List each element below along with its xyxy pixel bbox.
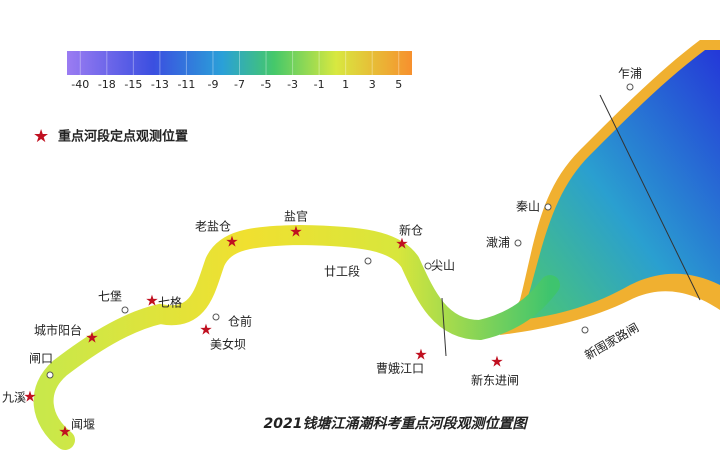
place-label: 美女坝 bbox=[210, 337, 246, 352]
bridge bbox=[441, 297, 447, 357]
place-label: 盐官 bbox=[284, 209, 308, 224]
place-label: 廿工段 bbox=[324, 264, 360, 279]
colorbar-tick-label: -15 bbox=[124, 78, 142, 91]
site-marker bbox=[364, 257, 372, 265]
place-label: 九溪 bbox=[2, 391, 26, 405]
colorbar-tick-label: -7 bbox=[234, 78, 245, 91]
star-marker: ★ bbox=[395, 235, 408, 253]
colorbar-tick-label: 5 bbox=[395, 78, 402, 91]
star-marker: ★ bbox=[58, 423, 71, 441]
colorbar-tick-label: -11 bbox=[177, 78, 195, 91]
place-label: 秦山 bbox=[516, 200, 540, 214]
star-marker: ★ bbox=[23, 388, 36, 406]
colorbar bbox=[67, 51, 412, 75]
legend-label: 重点河段定点观测位置 bbox=[58, 129, 188, 145]
legend-star: ★ bbox=[33, 126, 49, 147]
place-label: 新仓 bbox=[399, 223, 423, 238]
site-marker bbox=[544, 203, 552, 211]
site-marker bbox=[46, 371, 54, 379]
colorbar-tick-label: 3 bbox=[369, 78, 376, 91]
bay bbox=[520, 50, 720, 320]
place-label: 曹娥江口 bbox=[376, 362, 424, 376]
colorbar-tick-label: -18 bbox=[98, 78, 116, 91]
site-marker bbox=[424, 262, 432, 270]
star-marker: ★ bbox=[225, 233, 238, 251]
site-marker bbox=[514, 239, 522, 247]
place-label: 仓前 bbox=[228, 314, 252, 329]
colorbar-tick-label: -40 bbox=[71, 78, 89, 91]
place-label: 七堡 bbox=[98, 289, 122, 304]
river bbox=[33, 224, 560, 450]
site-marker bbox=[626, 83, 634, 91]
place-label: 新围家路闸 bbox=[582, 320, 641, 363]
place-label: 闸口 bbox=[29, 352, 53, 366]
place-label: 城市阳台 bbox=[34, 323, 82, 338]
colorbar-tick-label: -1 bbox=[314, 78, 325, 91]
site-marker bbox=[121, 306, 129, 314]
site-marker bbox=[581, 326, 589, 334]
star-marker: ★ bbox=[145, 292, 158, 310]
place-label: 新东进闸 bbox=[471, 373, 519, 388]
star-marker: ★ bbox=[414, 346, 427, 364]
star-marker: ★ bbox=[289, 223, 302, 241]
star-marker: ★ bbox=[490, 353, 503, 371]
colorbar-tick-label: -5 bbox=[261, 78, 272, 91]
colorbar-tick-label: -3 bbox=[287, 78, 298, 91]
star-marker: ★ bbox=[85, 329, 98, 347]
place-label: 七格 bbox=[158, 295, 182, 310]
place-label: 尖山 bbox=[431, 259, 455, 273]
site-marker bbox=[212, 313, 220, 321]
colorbar-tick-label: -13 bbox=[151, 78, 169, 91]
title: 2021钱塘江涌潮科考重点河段观测位置图 bbox=[264, 415, 529, 432]
place-label: 闻堰 bbox=[71, 418, 95, 432]
colorbar-tick-label: 1 bbox=[342, 78, 349, 91]
place-label: 澉浦 bbox=[486, 236, 510, 250]
place-label: 乍浦 bbox=[618, 66, 642, 81]
place-label: 老盐仓 bbox=[195, 220, 231, 234]
bridge bbox=[599, 94, 701, 301]
colorbar-tick-label: -9 bbox=[207, 78, 218, 91]
star-marker: ★ bbox=[199, 321, 212, 339]
